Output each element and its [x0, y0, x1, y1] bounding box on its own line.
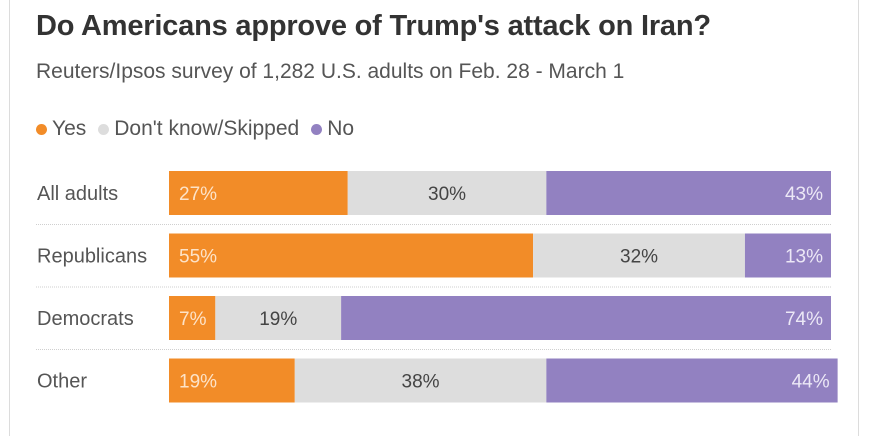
category-label: All adults — [37, 183, 118, 205]
bar-segment-no — [341, 296, 831, 340]
frame-left-border — [9, 0, 10, 436]
bar-segment-no — [744, 233, 831, 278]
category-label: Democrats — [37, 308, 134, 330]
value-label-no: 43% — [785, 184, 823, 205]
bar-segment-don-t-know-skipped — [533, 233, 745, 278]
bar-segment-don-t-know-skipped — [294, 358, 547, 403]
legend: Yes Don't know/Skipped No — [36, 117, 366, 141]
legend-dot-yes-icon — [36, 123, 47, 135]
value-label-no: 13% — [785, 247, 823, 268]
value-label-yes: 27% — [179, 184, 217, 205]
bar-segment-yes — [169, 358, 295, 403]
value-label-yes: 7% — [179, 309, 207, 330]
bar-row-republicans: Republicans 55% 32% 13% — [36, 233, 831, 288]
bar-segment-no — [546, 171, 831, 215]
value-label-no: 74% — [785, 309, 823, 330]
bar-row-democrats: Democrats 7% 19% 74% — [36, 296, 831, 350]
frame-right-border — [858, 0, 859, 436]
legend-label-yes: Yes — [52, 117, 87, 140]
legend-item-dont-know: Don't know/Skipped — [98, 117, 299, 141]
legend-label-no: No — [327, 117, 355, 140]
legend-dot-no-icon — [311, 123, 323, 135]
bar-segment-don-t-know-skipped — [347, 171, 547, 215]
chart-subtitle: Reuters/Ipsos survey of 1,282 U.S. adult… — [36, 60, 625, 83]
legend-item-yes: Yes — [36, 117, 86, 141]
chart-title: Do Americans approve of Trump's attack o… — [36, 10, 711, 42]
bar-row-other: Other 19% 38% 44% — [37, 358, 838, 403]
value-label-yes: 19% — [179, 372, 217, 393]
bar-segment-yes — [169, 296, 216, 340]
legend-dot-dont-know-icon — [98, 123, 110, 135]
legend-item-no: No — [311, 117, 354, 141]
value-label-yes: 55% — [179, 247, 217, 268]
value-label-don-t-know-skipped: 38% — [402, 372, 440, 393]
bar-segment-yes — [169, 171, 348, 215]
value-label-no: 44% — [792, 372, 830, 393]
bar-row-all-adults: All adults 27% 30% 43% — [36, 171, 831, 225]
legend-label-dont-know: Don't know/Skipped — [114, 117, 300, 140]
category-label: Other — [37, 371, 87, 393]
bar-segment-yes — [169, 233, 534, 278]
category-label: Republicans — [37, 246, 147, 268]
value-label-don-t-know-skipped: 32% — [620, 247, 658, 268]
bar-segment-no — [546, 358, 838, 403]
value-label-don-t-know-skipped: 19% — [259, 309, 297, 330]
bar-segment-don-t-know-skipped — [215, 296, 342, 340]
value-label-don-t-know-skipped: 30% — [428, 184, 466, 205]
